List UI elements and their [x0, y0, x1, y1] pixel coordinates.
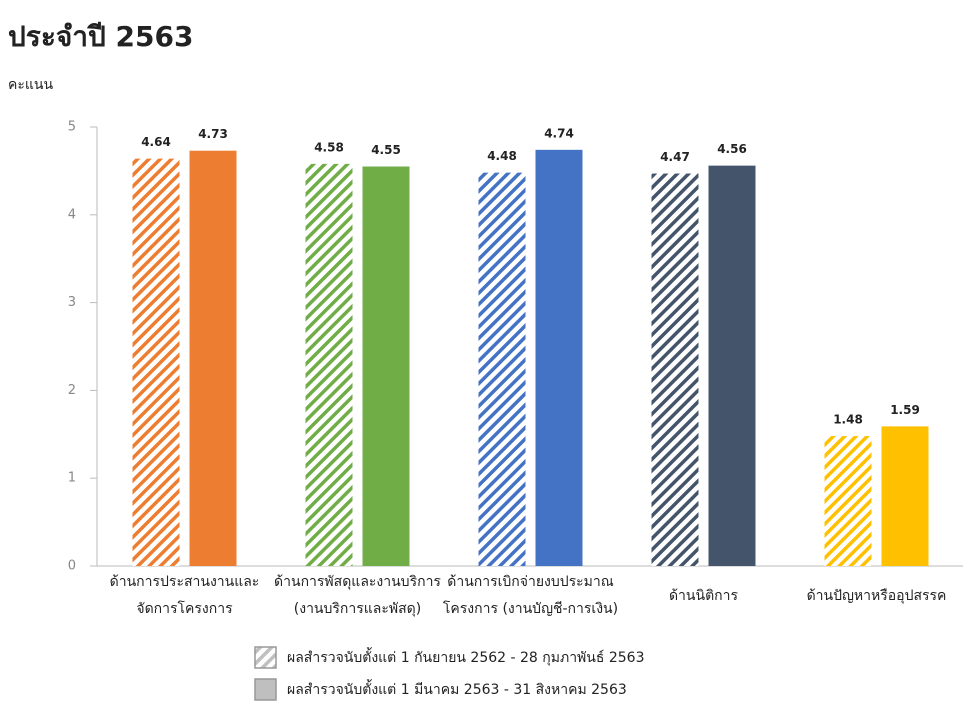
x-tick-label: โครงการ (งานบัญชี-การเงิน) — [443, 600, 618, 617]
bar — [362, 166, 410, 566]
value-label: 4.55 — [371, 143, 401, 157]
bar — [535, 149, 583, 566]
y-tick-label: 1 — [68, 471, 76, 486]
x-tick-label: ด้านการพัสดุและงานบริการ — [274, 574, 441, 590]
x-tick-label: ด้านการเบิกจ่ายงบประมาณ — [447, 574, 614, 590]
bar — [651, 173, 699, 566]
x-tick-label: (งานบริการและพัสดุ) — [294, 601, 421, 617]
y-axis-label: คะแนน — [8, 77, 53, 93]
bar — [708, 165, 756, 566]
bar — [881, 426, 929, 566]
legend-swatch — [254, 646, 277, 669]
bar — [189, 150, 237, 566]
value-label: 4.58 — [314, 140, 344, 154]
y-tick-label: 0 — [68, 559, 76, 574]
bar — [824, 436, 872, 566]
value-label: 4.47 — [660, 150, 690, 164]
value-label: 1.59 — [890, 403, 920, 417]
x-tick-label: จัดการโครงการ — [136, 600, 233, 617]
value-label: 4.74 — [544, 126, 574, 140]
legend-label: ผลสำรวจนับตั้งแต่ 1 กันยายน 2562 - 28 กุ… — [287, 647, 644, 666]
y-tick-label: 4 — [68, 207, 76, 222]
value-label: 4.64 — [141, 135, 171, 149]
bar — [132, 158, 180, 566]
x-tick-label: ด้านปัญหาหรืออุปสรรค — [807, 588, 947, 604]
value-label: 1.48 — [833, 413, 863, 427]
bar — [478, 172, 526, 566]
value-label: 4.73 — [198, 127, 228, 141]
y-tick-label: 3 — [68, 295, 76, 310]
legend-label: ผลสำรวจนับตั้งแต่ 1 มีนาคม 2563 - 31 สิง… — [287, 679, 627, 698]
legend-swatch — [254, 678, 277, 701]
y-tick-label: 2 — [68, 383, 76, 398]
bar — [305, 163, 353, 566]
y-tick-label: 5 — [68, 120, 76, 135]
chart-title: ประจำปี 2563 — [8, 20, 193, 53]
x-tick-label: ด้านการประสานงานและ — [110, 574, 260, 590]
value-label: 4.56 — [717, 142, 747, 156]
value-label: 4.48 — [487, 149, 517, 163]
x-tick-label: ด้านนิติการ — [669, 588, 739, 604]
